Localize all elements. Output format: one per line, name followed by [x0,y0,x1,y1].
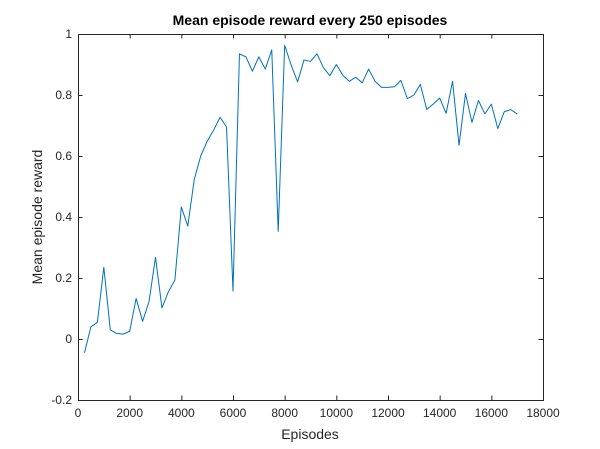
y-tick-label: 0.2 [55,271,72,285]
x-tick-label: 10000 [320,406,354,420]
series-layer [83,44,518,353]
ticks-layer: 0 2000 4000 6000 8000 10000 12000 14000 16000 180… [51,27,560,420]
x-tick-label: 14000 [423,406,457,420]
plot-area [78,34,543,400]
y-tick-label: 0.4 [55,210,72,224]
x-tick-label: 6000 [220,406,247,420]
y-tick-label: 0.8 [55,88,72,102]
x-tick-label: 18000 [526,406,560,420]
y-tick-label: 0 [65,332,72,346]
y-tick-label: 1 [65,27,72,41]
x-axis-label: Episodes [281,426,339,442]
x-tick-label: 12000 [371,406,405,420]
y-tick-label: 0.6 [55,149,72,163]
x-tick-label: 4000 [168,406,195,420]
x-tick-label: 2000 [116,406,143,420]
y-axis-label: Mean episode reward [29,150,45,285]
series-line-0 [83,44,518,353]
x-tick-label: 8000 [271,406,298,420]
chart-title: Mean episode reward every 250 episodes [173,12,448,28]
x-tick-label: 0 [75,406,82,420]
y-tick-label: -0.2 [51,393,72,407]
x-tick-label: 16000 [475,406,509,420]
